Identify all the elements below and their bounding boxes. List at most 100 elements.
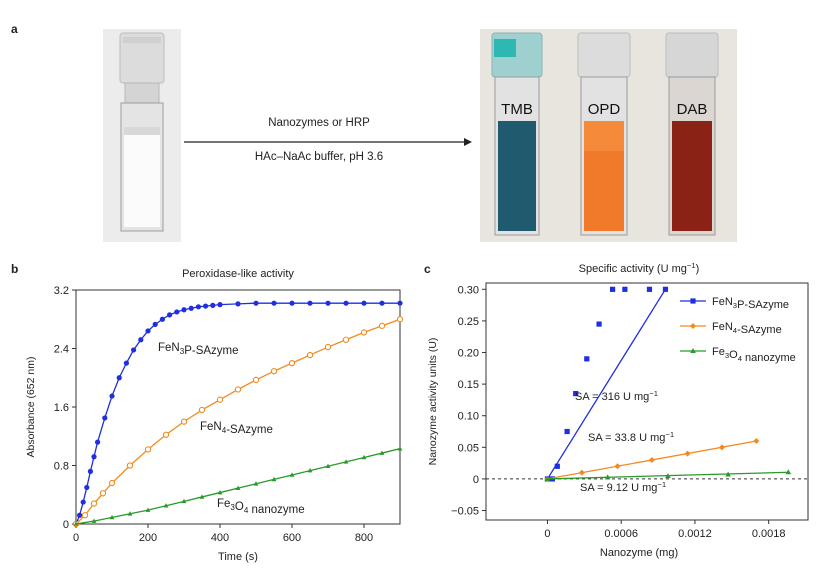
chart-b-xtick-label: 0 bbox=[73, 532, 79, 544]
chart-b-series-label: Fe3O4 nanozyme bbox=[217, 498, 305, 516]
chart-c-legend-label: Fe3O4 nanozyme bbox=[712, 346, 796, 364]
chart-b-point bbox=[325, 463, 331, 469]
chart-b-point bbox=[307, 468, 313, 473]
chart-b-point bbox=[126, 462, 134, 469]
chart-b-series-label: FeN3P-SAzyme bbox=[158, 342, 239, 357]
chart-b-point bbox=[199, 494, 205, 499]
chart-b-point bbox=[145, 507, 151, 512]
chart-c-ytick-label: 0.30 bbox=[458, 284, 479, 296]
chart-b-point bbox=[91, 454, 97, 460]
chart-c-xtick-label: 0.0012 bbox=[678, 528, 712, 540]
chart-c-ytick-label: 0.20 bbox=[458, 348, 479, 360]
chart-c-point bbox=[584, 356, 590, 362]
chart-b-point bbox=[102, 415, 108, 421]
chart-b-point bbox=[127, 511, 133, 516]
panel-letter-a: a bbox=[11, 22, 18, 36]
vial-dab: DAB bbox=[665, 32, 719, 236]
chart-b-xtick-label: 800 bbox=[355, 532, 373, 544]
panel-letter-c: c bbox=[424, 262, 431, 276]
chart-c-xlabel: Nanozyme (mg) bbox=[600, 547, 678, 559]
chart-b-xtick-label: 400 bbox=[211, 532, 229, 544]
chart-b-point bbox=[396, 316, 404, 323]
chart-b-point bbox=[80, 499, 86, 505]
chart-b-point bbox=[271, 300, 277, 306]
vial-label-opd: OPD bbox=[588, 101, 621, 118]
chart-c-point bbox=[648, 456, 655, 463]
chart-b-point bbox=[361, 300, 367, 306]
chart-c-point bbox=[544, 475, 551, 481]
chart-c-title: Specific activity (U mg−1) bbox=[579, 261, 700, 275]
chart-c-annotation: SA = 316 U mg−1 bbox=[575, 389, 658, 403]
arrow-top-label: Nanozymes or HRP bbox=[268, 117, 370, 129]
chart-c-point bbox=[614, 463, 621, 470]
chart-c-ytick-label: 0.25 bbox=[458, 316, 479, 328]
chart-b-ytick-label: 2.4 bbox=[54, 344, 69, 356]
chart-c-ytick-label: 0.05 bbox=[458, 442, 479, 454]
chart-c-point bbox=[725, 471, 731, 477]
chart-b-ytick-label: 3.2 bbox=[54, 285, 69, 297]
chart-b-point bbox=[163, 503, 169, 508]
chart-b-point bbox=[324, 343, 332, 351]
chart-b-point bbox=[289, 300, 295, 306]
chart-b-point bbox=[95, 439, 101, 445]
chart-b-point bbox=[306, 351, 314, 359]
chart-c-point bbox=[646, 286, 653, 292]
chart-b-point bbox=[210, 302, 216, 308]
chart-b-point bbox=[99, 490, 107, 497]
chart-b-point bbox=[378, 322, 386, 329]
chart-b-point bbox=[180, 418, 188, 425]
chart-b-point bbox=[397, 300, 403, 306]
vial-label-dab: DAB bbox=[677, 101, 708, 118]
chart-b-point bbox=[167, 312, 173, 318]
vial-opd: OPD bbox=[577, 32, 631, 236]
chart-b-point bbox=[325, 300, 331, 306]
chart-b-point bbox=[87, 468, 93, 474]
chart-b-point bbox=[397, 446, 403, 451]
panel-letter-b: b bbox=[11, 262, 19, 276]
chart-b-point bbox=[234, 386, 242, 393]
chart-b-title: Peroxidase-like activity bbox=[182, 268, 294, 280]
chart-c-annotation: SA = 9.12 U mg−1 bbox=[580, 480, 666, 494]
chart-b-xtick-label: 600 bbox=[283, 532, 301, 544]
chart-b-peroxidase-activity: Peroxidase-like activity 0 200 400 600 800 0 0.… bbox=[25, 268, 404, 563]
chart-c-annotation: SA = 33.8 U mg−1 bbox=[588, 430, 674, 444]
chart-b-point bbox=[109, 393, 115, 399]
chart-b-point bbox=[138, 337, 144, 343]
chart-c-point bbox=[596, 321, 602, 327]
chart-b-point bbox=[109, 514, 115, 520]
chart-c-legend-marker bbox=[690, 323, 696, 329]
chart-b-point bbox=[379, 300, 385, 306]
chart-c-point bbox=[718, 444, 725, 451]
chart-b-point bbox=[270, 368, 278, 375]
chart-b-point bbox=[203, 303, 209, 309]
chart-c-fit-line bbox=[546, 288, 666, 480]
chart-b-point bbox=[77, 512, 83, 518]
chart-b-point bbox=[252, 376, 260, 384]
chart-b-point bbox=[181, 307, 187, 313]
chart-c-point bbox=[573, 391, 579, 397]
chart-b-point bbox=[235, 301, 241, 307]
colored-vials-photo: TMB OPD DAB bbox=[480, 29, 737, 242]
chart-b-point bbox=[289, 472, 295, 477]
chart-c-point bbox=[622, 286, 628, 292]
chart-c-point bbox=[604, 474, 611, 480]
chart-b-point bbox=[235, 485, 241, 490]
chart-b-series-label: FeN4-SAzyme bbox=[200, 421, 273, 436]
chart-c-ytick-label: 0.10 bbox=[458, 411, 479, 423]
chart-b-series-line bbox=[75, 302, 400, 525]
chart-c-point bbox=[554, 463, 560, 469]
chart-b-point bbox=[253, 481, 259, 486]
vial-label-tmb: TMB bbox=[501, 101, 533, 118]
chart-b-point bbox=[174, 309, 180, 315]
chart-c-ytick-label: −0.05 bbox=[451, 506, 479, 518]
chart-c-point bbox=[564, 428, 570, 435]
chart-b-point bbox=[90, 500, 98, 507]
chart-b-point bbox=[307, 300, 313, 306]
chart-b-point bbox=[253, 300, 259, 306]
chart-b-ytick-label: 1.6 bbox=[54, 402, 69, 414]
chart-b-point bbox=[379, 450, 385, 455]
chart-c-point bbox=[785, 469, 792, 475]
chart-b-point bbox=[188, 305, 194, 311]
chart-b-point bbox=[123, 360, 129, 366]
chart-b-point bbox=[343, 300, 349, 306]
